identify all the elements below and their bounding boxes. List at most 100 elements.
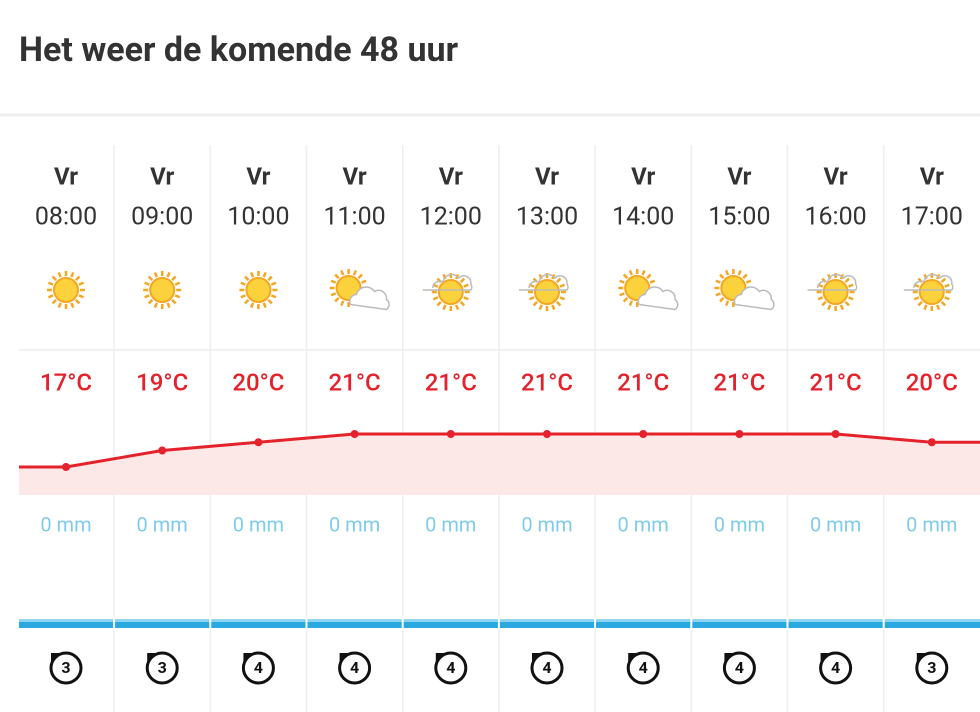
- sun-ray: [551, 304, 556, 311]
- time: 10:00: [227, 203, 289, 232]
- wind-icon: 3: [145, 651, 179, 685]
- sun-ray: [166, 271, 171, 278]
- rain: 0 mm: [906, 512, 957, 536]
- sun-ray: [742, 273, 748, 279]
- temperature: 20°C: [906, 368, 958, 396]
- sun-ray: [357, 273, 363, 279]
- wind-icon: 4: [626, 651, 660, 685]
- sun-ray: [622, 273, 629, 279]
- sun-ray: [340, 300, 345, 307]
- time: 14:00: [612, 203, 674, 232]
- sun-ray: [538, 304, 543, 311]
- weather-icon: [329, 269, 390, 311]
- sun-ray: [270, 294, 277, 299]
- wind-force: 4: [446, 658, 455, 677]
- day: Vr: [246, 162, 270, 190]
- wind-icon: 4: [338, 651, 372, 685]
- sun-ray: [817, 296, 824, 301]
- temperature-point: [735, 430, 744, 438]
- wind-circle: [338, 651, 372, 685]
- temperature-point: [254, 438, 263, 447]
- sun-ray: [51, 275, 57, 281]
- sun-ray: [270, 281, 277, 286]
- title: Het weer de komende 48 uur: [19, 30, 459, 70]
- sun-disc: [822, 279, 849, 305]
- sun-ray: [171, 275, 177, 281]
- sun-disc: [918, 279, 945, 305]
- weather-icon: [714, 269, 775, 311]
- sun-ray: [147, 299, 154, 305]
- sun-ray: [559, 296, 566, 301]
- sun-ray: [646, 273, 652, 279]
- wind-force: 4: [639, 658, 648, 677]
- sun-ray: [70, 271, 75, 278]
- sun-ray: [78, 294, 85, 299]
- rain: 0 mm: [329, 512, 380, 536]
- cloud: [519, 273, 569, 291]
- rain: 0 mm: [233, 512, 284, 536]
- wind-force: 3: [158, 658, 167, 677]
- cloud: [637, 286, 679, 311]
- sun-ray: [144, 294, 150, 299]
- wind-force: 4: [254, 658, 263, 677]
- weather-icon: [422, 273, 473, 311]
- sun-ray: [719, 297, 725, 303]
- wind-icon: 4: [434, 651, 468, 685]
- sun-ray: [153, 302, 158, 309]
- sun-ray: [262, 271, 267, 278]
- sun-ray: [262, 302, 267, 309]
- sun-ray: [459, 277, 466, 283]
- weather-icon: [807, 273, 858, 311]
- wind-circle: [434, 651, 468, 685]
- time: 15:00: [708, 203, 770, 232]
- weather-icon: [47, 271, 85, 309]
- temperature: 21°C: [425, 368, 477, 396]
- temperature: 21°C: [713, 368, 765, 396]
- sun-ray: [75, 275, 81, 281]
- sun-ray: [532, 301, 538, 307]
- sun-ray: [619, 292, 625, 297]
- day: Vr: [343, 162, 367, 190]
- sun-ray: [47, 281, 54, 286]
- sun-ray: [174, 294, 181, 299]
- time: 11:00: [323, 203, 385, 232]
- sun-ray: [267, 275, 273, 281]
- sun-ray: [745, 279, 752, 284]
- sun-ray: [936, 304, 941, 311]
- wind-force: 3: [61, 658, 70, 677]
- temperature-point: [446, 430, 455, 438]
- temperature: 21°C: [810, 368, 862, 396]
- temperature-point: [62, 463, 70, 471]
- sun-ray: [917, 301, 923, 307]
- cloud: [349, 286, 390, 311]
- sun-ray: [913, 296, 920, 301]
- sun-ray: [463, 283, 469, 288]
- sun-ray: [340, 269, 345, 276]
- temperature: 21°C: [329, 368, 381, 396]
- weather-icon: [903, 273, 954, 311]
- day: Vr: [920, 162, 944, 190]
- temperature-point: [543, 430, 551, 438]
- sun-ray: [559, 283, 566, 288]
- time: 16:00: [804, 203, 866, 232]
- sun-disc: [534, 279, 560, 305]
- sun-ray: [51, 299, 57, 305]
- day: Vr: [439, 162, 463, 190]
- sun-ray: [249, 302, 255, 309]
- weather-icon: [239, 271, 278, 309]
- sun-ray: [715, 279, 721, 284]
- day: Vr: [54, 162, 78, 190]
- sun-disc: [149, 277, 176, 303]
- weather-icon: [519, 273, 569, 311]
- sun-ray: [923, 304, 928, 311]
- sun-ray: [724, 300, 730, 307]
- sun-ray: [641, 269, 646, 276]
- wind-icon: 4: [530, 651, 564, 685]
- sun-ray: [556, 301, 562, 307]
- sun-ray: [244, 275, 250, 281]
- sun-ray: [334, 273, 340, 279]
- rain: 0 mm: [425, 512, 476, 536]
- temperature: 21°C: [521, 368, 573, 396]
